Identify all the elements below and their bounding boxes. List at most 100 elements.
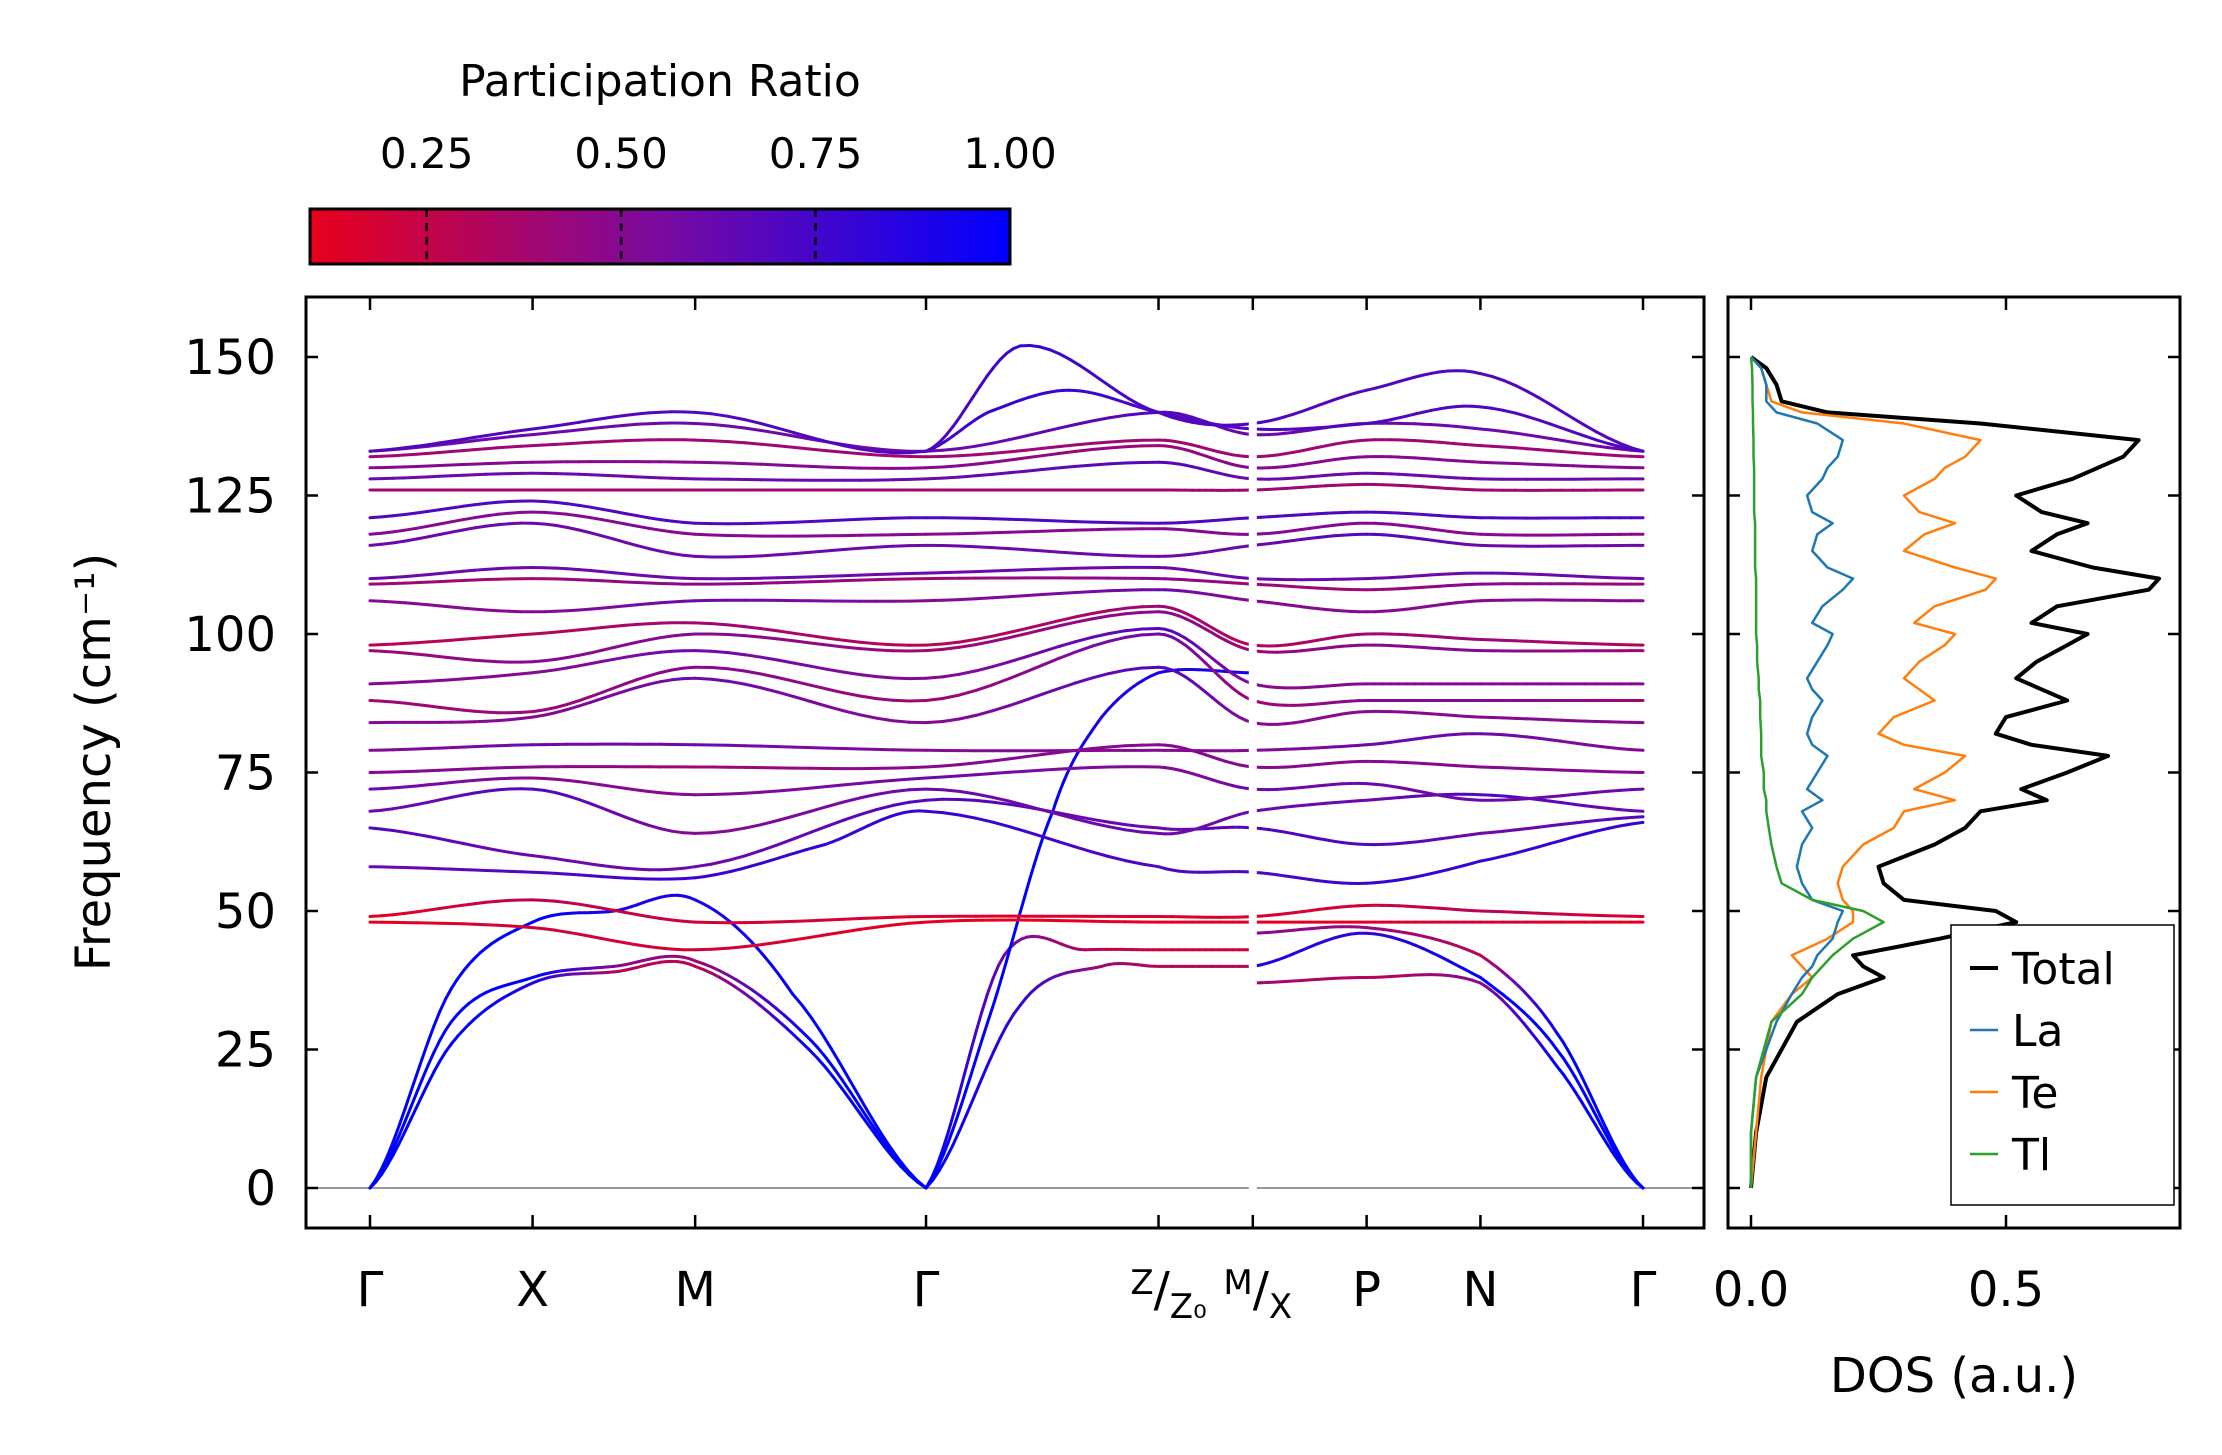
- band-segment: [935, 1147, 945, 1167]
- band-segment: [531, 870, 546, 875]
- band-segment: [415, 800, 430, 807]
- band-segment: [507, 521, 523, 526]
- band-segment: [426, 866, 442, 871]
- band-segment: [542, 927, 558, 932]
- band-segment: [449, 793, 465, 799]
- band-segment: [589, 578, 604, 583]
- band-segment: [577, 651, 593, 657]
- band-segment: [658, 649, 674, 654]
- band-segment: [1598, 1121, 1608, 1137]
- band-segment: [1490, 428, 1506, 433]
- band-segment: [1074, 448, 1094, 453]
- band-segment: [473, 900, 488, 906]
- band-segment: [496, 430, 511, 436]
- band-segment: [1586, 1087, 1596, 1104]
- band-segment: [791, 1021, 803, 1032]
- band-segment: [709, 971, 721, 979]
- band-segment: [875, 697, 895, 702]
- band-segment: [832, 1076, 844, 1091]
- band-segment: [942, 1141, 950, 1156]
- band-segment: [1028, 862, 1036, 882]
- band-segment: [444, 1020, 453, 1032]
- band-segment: [1561, 1072, 1571, 1085]
- band-segment: [542, 430, 558, 435]
- band-segment: [693, 831, 714, 835]
- band-segment: [368, 576, 384, 581]
- band-segment: [507, 429, 523, 434]
- band-segment: [1549, 1023, 1559, 1035]
- band-segment: [974, 639, 994, 647]
- band-segment: [1606, 806, 1622, 812]
- band-segment: [693, 422, 714, 426]
- band-segment: [759, 521, 780, 525]
- band-segment: [1057, 550, 1077, 555]
- band-segment: [542, 630, 558, 635]
- band-segment: [759, 442, 780, 448]
- band-segment: [554, 777, 569, 782]
- band-segment: [1051, 799, 1058, 813]
- band-segment: [600, 624, 616, 629]
- band-segment: [1555, 1064, 1565, 1076]
- band-segment: [432, 1059, 442, 1074]
- band-segment: [449, 473, 465, 478]
- band-segment: [531, 787, 546, 792]
- band-segment: [858, 545, 879, 550]
- band-segment: [635, 682, 651, 689]
- band-segment: [554, 609, 569, 613]
- band-segment: [977, 1033, 985, 1051]
- band-segment: [718, 975, 730, 984]
- band-segment: [955, 1103, 963, 1120]
- band-segment: [1007, 469, 1028, 475]
- band-segment: [589, 696, 604, 704]
- band-segment: [565, 859, 581, 864]
- band-segment: [908, 699, 928, 703]
- band-segment: [565, 778, 581, 784]
- band-segment: [635, 581, 651, 585]
- band-segment: [415, 783, 430, 788]
- band-segment: [496, 718, 511, 723]
- band-segment: [924, 675, 945, 680]
- band-segment: [507, 434, 523, 439]
- band-segment: [473, 744, 488, 749]
- band-segment: [1580, 1100, 1590, 1114]
- k-point-label: N: [1462, 1262, 1498, 1318]
- band-segment: [998, 351, 1009, 362]
- band-segment: [612, 875, 627, 880]
- band-segment: [670, 649, 685, 653]
- band-segment: [693, 554, 714, 559]
- band-segment: [589, 874, 604, 879]
- band-segment: [1090, 821, 1111, 829]
- band-segment: [858, 916, 879, 920]
- band-segment: [924, 919, 945, 924]
- band-segment: [600, 518, 616, 524]
- band-segment: [385, 1140, 395, 1158]
- band-segment: [763, 955, 774, 967]
- band-segment: [624, 866, 639, 871]
- band-segment: [542, 657, 558, 663]
- band-segment: [1525, 389, 1540, 399]
- band-segment: [600, 415, 616, 421]
- band-segment: [484, 659, 500, 664]
- band-segment: [600, 507, 616, 513]
- band-segment: [1606, 436, 1622, 445]
- band-segment: [589, 425, 604, 431]
- band-segment: [1478, 444, 1494, 448]
- band-segment: [978, 1065, 989, 1085]
- band-segment: [941, 1130, 950, 1151]
- band-segment: [658, 600, 674, 605]
- band-segment: [957, 597, 978, 602]
- band-segment: [1490, 854, 1506, 861]
- band-segment: [891, 915, 911, 919]
- band-segment: [882, 1141, 895, 1156]
- band-segment: [647, 915, 662, 920]
- frequency-axis-ticks: 0 25 50 75 100 125 150: [184, 330, 1704, 1217]
- band-segment: [957, 474, 978, 479]
- band-segment: [507, 850, 523, 856]
- band-segment: [542, 442, 558, 447]
- band-segment: [403, 1106, 413, 1124]
- band-segment: [825, 930, 846, 937]
- band-segment: [842, 709, 862, 717]
- band-segment: [1549, 1040, 1559, 1051]
- band-segment: [1490, 406, 1506, 412]
- band-segment: [776, 690, 796, 699]
